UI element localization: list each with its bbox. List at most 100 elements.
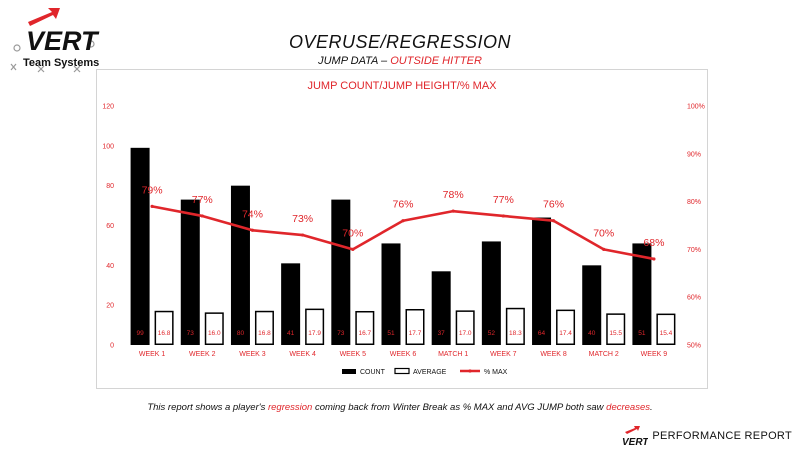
average-bar [606, 313, 626, 345]
average-data-label: 18.3 [509, 330, 522, 337]
average-data-label: 16.0 [208, 330, 221, 337]
chart-frame: JUMP COUNT/JUMP HEIGHT/% MAX 0 20 40 60 80 10… [96, 69, 708, 389]
count-data-label: 52 [488, 330, 496, 337]
left-axis-tick: 80 [106, 183, 114, 190]
percent-max-point [652, 257, 656, 261]
x-category-label: WEEK 8 [540, 351, 567, 358]
right-axis-tick: 80% [687, 199, 701, 206]
right-axis-tick: 90% [687, 151, 701, 158]
legend-average-swatch [394, 367, 410, 375]
count-bar [632, 243, 652, 345]
average-bar [355, 310, 375, 345]
average-bar [656, 313, 676, 346]
percent-max-label: 73% [292, 213, 313, 225]
count-bar [431, 271, 451, 345]
logo-tagline: Team Systems [23, 57, 99, 69]
note-part3: . [650, 402, 653, 413]
percent-max-point [200, 214, 204, 218]
legend-percent-max-marker [468, 369, 472, 373]
x-category-label: WEEK 2 [189, 351, 216, 358]
average-bar [305, 308, 325, 345]
legend-count-swatch [342, 369, 356, 374]
percent-max-point [501, 214, 505, 218]
average-bar [204, 312, 224, 345]
count-data-label: 51 [638, 330, 646, 337]
percent-max-label: 78% [443, 189, 464, 201]
average-bar [154, 310, 174, 345]
percent-max-point [602, 247, 606, 251]
x-category-label: WEEK 1 [139, 351, 166, 358]
percent-max-label: 74% [242, 208, 263, 220]
count-data-label: 41 [287, 330, 295, 337]
x-category-label: MATCH 2 [589, 351, 619, 358]
average-bar [455, 310, 475, 345]
count-bar [331, 199, 351, 345]
percent-max-point [551, 219, 556, 223]
average-bar [556, 309, 576, 345]
percent-max-point [351, 247, 355, 251]
percent-max-label: 76% [543, 199, 564, 211]
percent-max-point [451, 209, 455, 213]
note-part2: coming back from Winter Break as % MAX a… [312, 402, 607, 413]
left-axis-tick: 20 [106, 303, 114, 310]
chart-title: JUMP COUNT/JUMP HEIGHT/% MAX [307, 80, 497, 92]
right-axis-tick: 50% [687, 343, 701, 350]
count-data-label: 80 [237, 330, 245, 337]
percent-max-point [401, 219, 405, 223]
logo-mark: VERT [26, 26, 100, 56]
average-data-label: 16.8 [158, 330, 171, 337]
percent-max-label: 77% [493, 194, 514, 206]
count-data-label: 64 [538, 330, 546, 337]
count-data-label: 40 [588, 330, 596, 337]
average-data-label: 17.4 [559, 330, 572, 337]
right-axis-tick: 100% [687, 104, 705, 111]
count-data-label: 99 [136, 330, 144, 337]
x-category-label: WEEK 6 [390, 351, 417, 358]
left-axis-tick: 40 [106, 263, 114, 270]
percent-max-label: 70% [342, 227, 363, 239]
right-axis-tick: 70% [687, 247, 701, 254]
count-data-label: 73 [337, 330, 345, 337]
count-data-label: 73 [187, 330, 195, 337]
legend-count-label: COUNT [360, 369, 386, 376]
count-bar [532, 217, 552, 345]
brand-label: PERFORMANCE REPORT [652, 430, 792, 442]
percent-max-label: 76% [392, 199, 413, 211]
percent-max-line [151, 205, 655, 261]
x-category-label: WEEK 5 [340, 351, 367, 358]
average-data-label: 17.9 [308, 330, 321, 337]
vert-logo: VERT Team Systems [8, 4, 100, 76]
x-category-label: MATCH 1 [438, 351, 468, 358]
count-data-label: 51 [387, 330, 395, 337]
percent-max-point [250, 228, 255, 232]
average-bar [405, 308, 425, 345]
legend-average-label: AVERAGE [413, 369, 447, 376]
percent-max-label: 68% [643, 237, 664, 249]
percent-max-point [150, 204, 154, 208]
play-diagram-marks [10, 40, 95, 73]
left-axis-tick: 0 [110, 343, 114, 350]
report-note: This report shows a player's regression … [0, 402, 800, 413]
brand-mark: VERT [622, 437, 648, 446]
percent-max-label: 79% [142, 184, 163, 196]
legend-percent-max-label: % MAX [484, 369, 508, 376]
subtitle-highlight: OUTSIDE HITTER [390, 55, 482, 67]
average-data-label: 16.8 [258, 330, 271, 337]
left-axis-tick: 100 [102, 143, 114, 150]
count-bar [281, 263, 301, 345]
average-data-label: 17.7 [409, 330, 422, 337]
vert-logo-graphic: VERT Team Systems [10, 8, 100, 73]
count-bar [180, 199, 200, 345]
left-axis-tick: 60 [106, 223, 114, 230]
page-title: OVERUSE/REGRESSION [288, 32, 512, 52]
average-data-label: 15.5 [609, 330, 622, 337]
count-data-label: 37 [438, 330, 446, 337]
count-bar [130, 147, 150, 345]
average-data-label: 17.0 [459, 330, 472, 337]
percent-max-label: 70% [593, 227, 614, 239]
count-bar [582, 265, 602, 345]
performance-report-brand: VERT PERFORMANCE REPORT [622, 425, 792, 447]
count-bar [481, 241, 501, 345]
percent-max-label: 77% [192, 194, 213, 206]
jump-chart: JUMP COUNT/JUMP HEIGHT/% MAX 0 20 40 60 80 10… [102, 80, 705, 376]
